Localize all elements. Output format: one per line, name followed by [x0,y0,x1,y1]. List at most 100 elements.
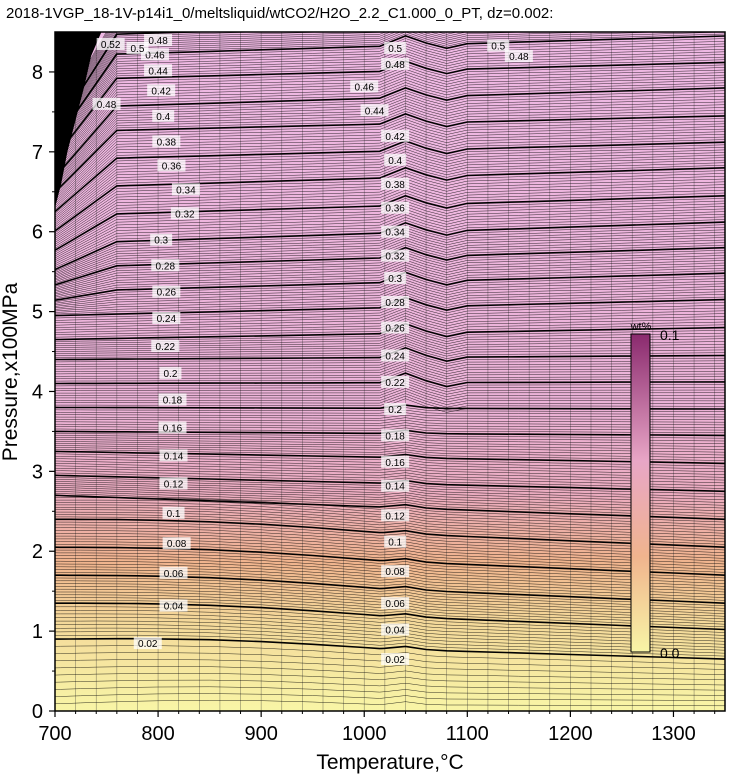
x-tick-label: 700 [38,723,71,745]
minor-contour-line [55,148,725,218]
minor-contour-line [55,127,725,203]
contour-label-bg [92,97,121,110]
minor-contour-line [55,572,725,601]
major-contour-line [55,221,725,271]
minor-contour-line [55,527,725,556]
minor-contour-line [55,105,725,188]
minor-contour-line [55,432,725,439]
minor-contour-line [55,32,263,133]
minor-contour-line [55,277,725,304]
minor-contour-line [55,479,725,498]
contour-label-bg [381,201,410,214]
contour-label-bg [381,177,410,190]
y-tick-label: 0 [32,701,43,723]
x-axis-label: Temperature,°C [316,751,463,774]
minor-contours [55,32,725,707]
x-axis: 700 800 900 1000 1100 1200 1300 [38,711,716,745]
minor-contour-line [55,32,113,126]
dense-contour-region [55,32,102,208]
minor-contour-line [55,108,725,190]
minor-contour-line [55,299,725,319]
major-contour-line [55,346,725,363]
minor-contour-line [55,497,725,523]
contour-label-bg [159,477,188,490]
minor-contour-line [55,586,725,614]
minor-contour-line [55,187,725,245]
minor-contour-line [55,422,725,428]
contour-label-bg [96,37,125,50]
minor-contour-line [55,82,725,174]
minor-contour-line [55,538,725,568]
minor-contour-line [55,367,725,382]
major-contour-line [55,474,725,493]
minor-contour-line [55,119,725,197]
contour-label: 0.12 [164,479,184,490]
contour-label-bg [360,104,389,117]
contour-label: 0.5 [491,42,505,53]
minor-contour-line [55,237,725,280]
minor-contour-line [55,170,725,234]
major-contour-line [55,494,725,521]
minor-contour-line [55,219,725,268]
contour-label: 0.18 [163,395,183,406]
minor-contour-line [55,32,725,141]
contour-label: 0.38 [157,137,177,148]
contour-label-bg [126,41,149,54]
minor-contour-line [55,32,110,124]
minor-contour-line [55,135,725,208]
minor-contour-line [55,370,725,385]
minor-contour-line [55,129,725,204]
contour-label: 0.16 [385,458,405,469]
minor-contour-line [55,68,725,164]
minor-contour-line [55,211,725,263]
contour-label: 0.06 [164,569,184,580]
minor-contour-line [55,566,725,596]
minor-contour-line [55,121,725,199]
minor-contour-line [55,390,725,405]
minor-contour-line [55,259,725,293]
x-tick-label: 1300 [651,723,696,745]
minor-contour-line [55,380,725,395]
minor-contour-line [55,350,725,364]
minor-contour-line [55,425,725,431]
minor-contour-line [55,143,725,214]
minor-contour-line [55,417,725,423]
contour-label: 0.18 [385,431,405,442]
minor-contour-line [55,302,725,321]
major-contour-line [55,637,725,660]
minor-contour-line [55,591,725,620]
minor-contour-line [55,507,725,534]
minor-contour-line [55,224,725,272]
minor-contour-line [55,533,725,562]
contour-label-bg [381,429,410,442]
contour-label: 0.3 [154,236,168,247]
minor-contour-line [55,340,725,355]
contour-label-bg [133,637,162,650]
major-contour-line [55,574,725,604]
contour-label-bg [381,321,410,334]
minor-contour-line [55,325,725,342]
minor-contour-line [55,555,725,584]
minor-contour-line [55,269,725,299]
minor-contour-line [55,610,725,636]
contour-label: 0.02 [138,639,158,650]
minor-contour-line [55,627,725,651]
minor-contour-line [55,310,725,328]
y-tick-label: 3 [32,461,43,483]
minor-contour-line [55,239,725,281]
x-tick-label: 800 [141,723,174,745]
contour-label: 0.26 [385,324,405,335]
contour-label: 0.52 [101,40,121,51]
minor-contour-line [55,445,725,456]
minor-contour-line [55,588,725,617]
contour-label: 0.42 [151,86,171,97]
minor-contour-line [55,606,725,633]
minor-contour-line [55,645,725,665]
contour-label: 0.46 [145,50,165,61]
contour-label: 0.08 [167,539,187,550]
contour-label: 0.32 [175,209,195,220]
contour-label: 0.44 [365,106,385,117]
minor-contour-line [55,32,116,129]
y-tick-label: 4 [32,381,43,403]
minor-contour-line [55,252,725,289]
